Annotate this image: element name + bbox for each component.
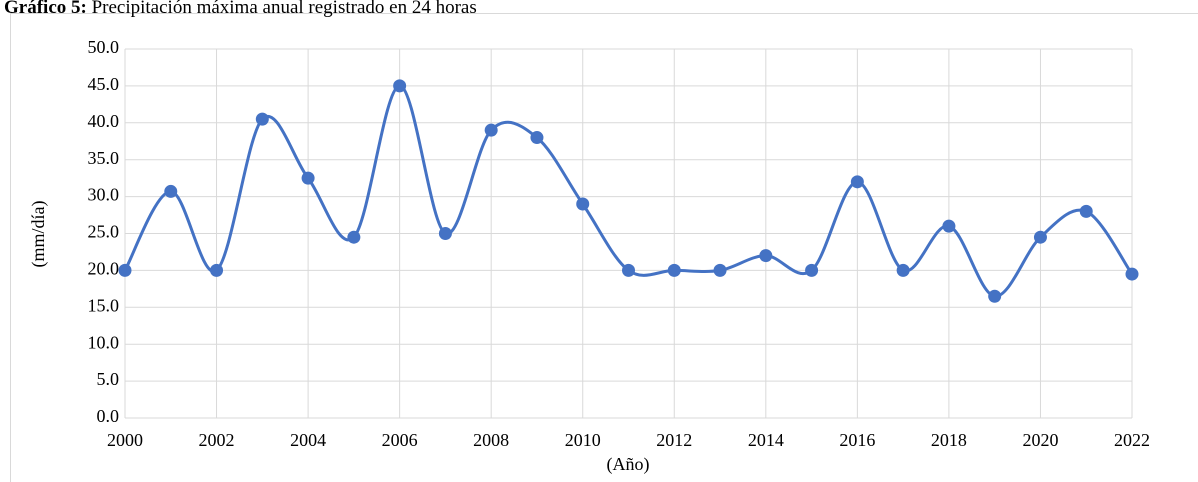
x-tick-label: 2004 [290,430,326,450]
x-axis-title: (Año) [607,454,650,475]
y-tick-label: 45.0 [88,74,120,94]
y-tick-label: 50.0 [88,37,120,57]
data-point [255,112,269,126]
data-point [1033,230,1047,244]
data-point [622,263,635,277]
y-tick-label: 5.0 [97,369,120,389]
data-point [942,219,956,233]
data-point [667,263,681,277]
x-tick-label: 2018 [931,430,967,450]
data-point [530,131,544,145]
data-point [210,263,224,277]
data-point [118,263,132,277]
x-tick-label: 2014 [748,430,784,450]
data-point [1125,267,1139,281]
x-tick-label: 2008 [473,430,509,450]
data-point [759,249,773,263]
data-point [438,227,452,240]
y-tick-label: 25.0 [88,222,120,242]
data-point [850,175,864,189]
y-tick-label: 20.0 [88,259,120,279]
y-tick-label: 35.0 [88,148,120,168]
title-label: Gráfico 5: [4,0,87,18]
y-tick-label: 40.0 [88,111,120,131]
x-tick-label: 2002 [199,430,235,450]
data-point [347,230,361,244]
x-tick-label: 2012 [656,430,692,450]
x-tick-label: 2022 [1114,430,1150,450]
x-tick-label: 2000 [107,430,143,450]
data-point [484,123,498,137]
data-point [576,197,590,211]
data-point [805,263,819,277]
x-tick-label: 2006 [382,430,418,450]
y-tick-label: 0.0 [97,406,120,426]
x-tick-label: 2020 [1022,430,1058,450]
x-tick-label: 2016 [839,430,875,450]
x-tick-label: 2010 [565,430,601,450]
data-point [393,79,407,93]
y-tick-label: 15.0 [88,295,120,315]
chart-title: Gráfico 5: Precipitación máxima anual re… [4,0,477,18]
data-point [896,263,910,277]
data-point [301,171,315,185]
data-point [164,184,178,198]
data-point [988,289,1002,303]
y-axis-title: (mm/día) [28,201,49,268]
data-point [713,263,727,277]
title-text: Precipitación máxima anual registrado en… [92,0,477,18]
y-tick-label: 30.0 [88,185,120,205]
chart-border [10,13,1198,482]
y-tick-label: 10.0 [88,332,120,352]
data-point [1079,204,1093,218]
